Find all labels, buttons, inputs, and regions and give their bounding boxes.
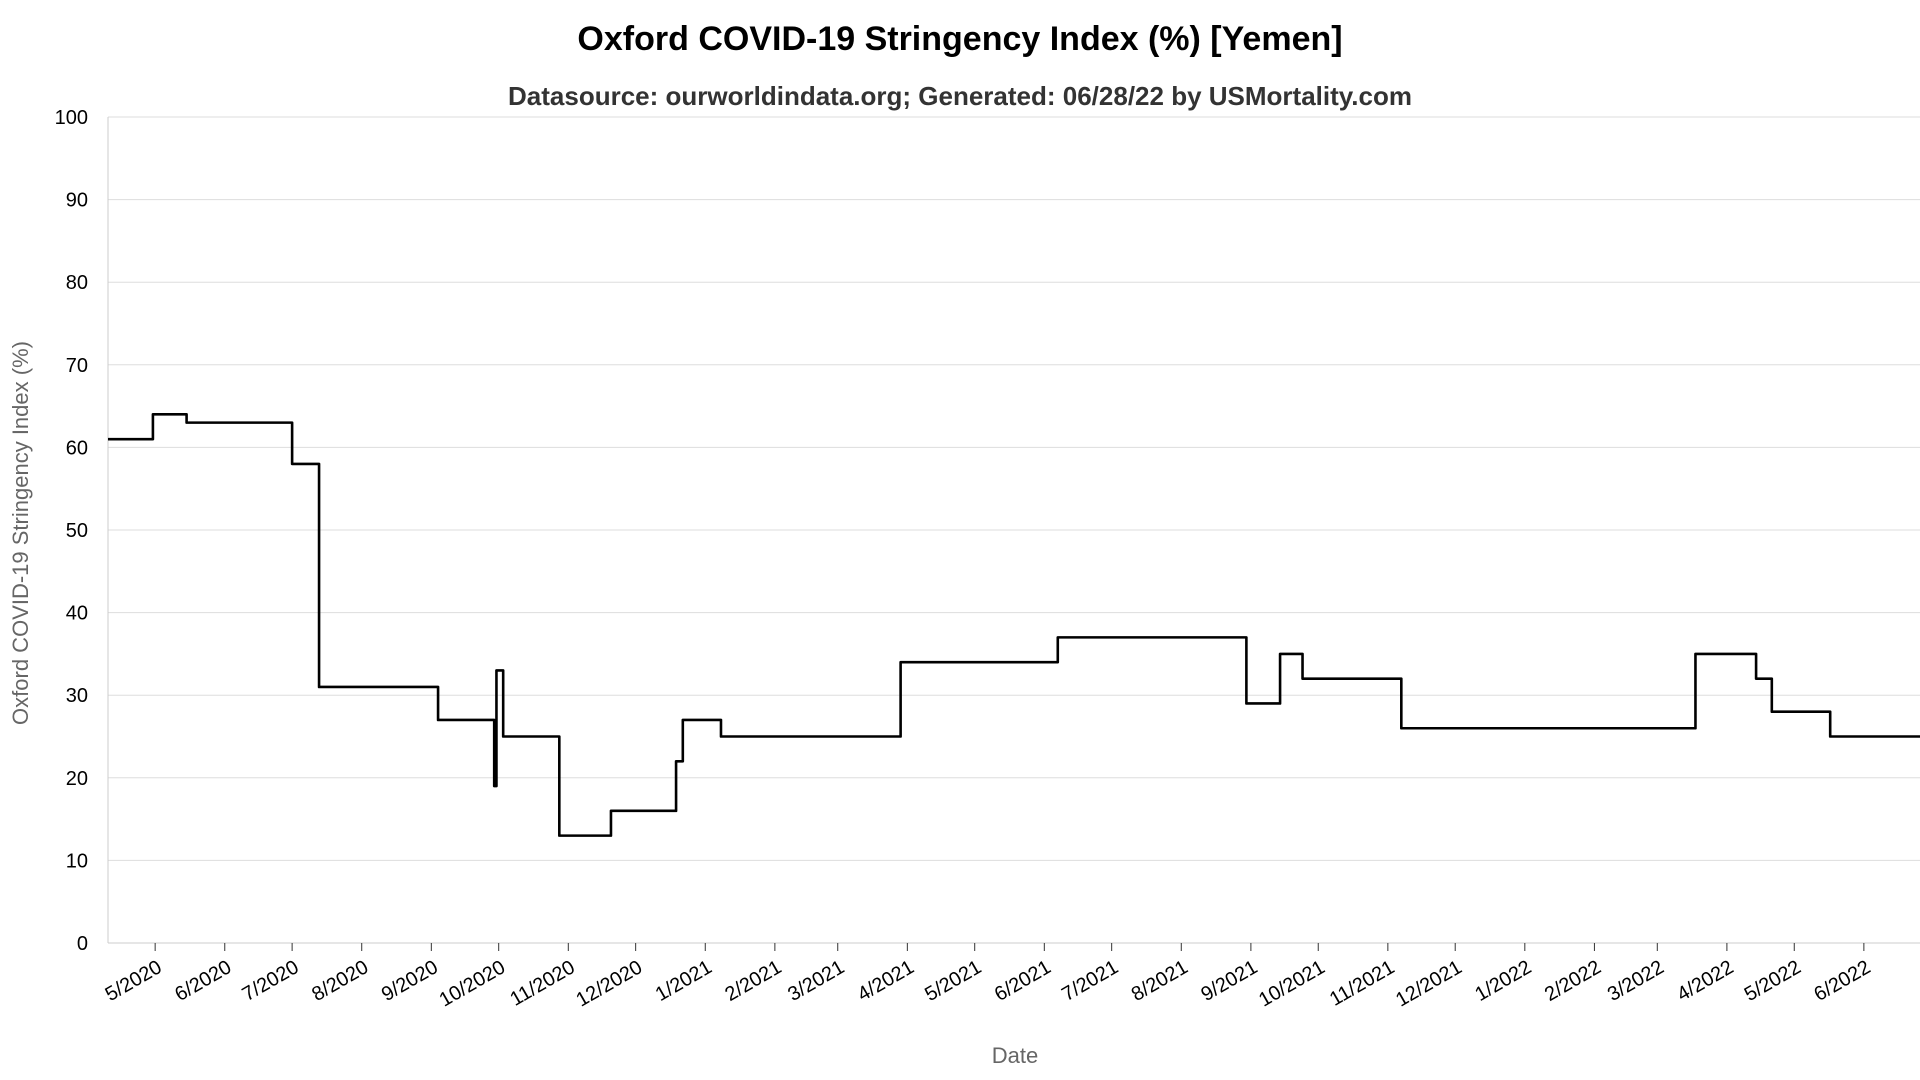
y-tick-label: 30 [66,685,88,707]
x-tick-label: 11/2021 [1326,956,1398,1010]
x-tick-label: 5/2022 [1741,956,1805,1006]
y-tick-label: 90 [66,190,88,212]
x-tick-label: 4/2021 [854,956,918,1006]
x-tick-label: 2/2021 [721,956,785,1006]
x-tick-label: 5/2021 [921,956,985,1006]
x-tick-label: 9/2020 [378,956,442,1006]
y-tick-label: 40 [66,603,88,625]
x-tick-label: 10/2021 [1255,956,1329,1011]
x-tick-label: 12/2020 [573,956,647,1011]
y-tick-label: 10 [66,850,88,872]
y-tick-label: 20 [66,768,88,790]
y-axis-ticks: 0 10 20 30 40 50 60 70 80 90 100 [55,107,88,955]
x-tick-label: 12/2021 [1392,956,1466,1011]
x-tick-label: 10/2020 [436,956,510,1011]
y-tick-label: 60 [66,437,88,459]
x-tick-label: 7/2020 [239,956,303,1006]
x-tick-label: 11/2020 [506,956,578,1010]
x-tick-label: 1/2022 [1471,956,1535,1006]
gridlines [108,116,1920,861]
x-tick-label: 6/2021 [991,956,1055,1006]
x-tick-label: 6/2020 [171,956,235,1006]
x-tick-label: 2/2022 [1541,956,1605,1006]
y-tick-label: 70 [66,355,88,377]
chart-subtitle: Datasource: ourworldindata.org; Generate… [508,81,1412,111]
x-tick-label: 1/2021 [652,956,716,1006]
x-tick-label: 4/2022 [1673,956,1737,1006]
x-axis-label: Date [992,1043,1038,1068]
series-layer [108,413,1920,837]
y-axis-label: Oxford COVID-19 Stringency Index (%) [8,341,33,725]
axes [107,117,1920,944]
x-tick-label: 3/2022 [1604,956,1668,1006]
x-tick-label: 9/2021 [1197,956,1261,1006]
x-tick-label: 7/2021 [1058,956,1122,1006]
x-tick-label: 6/2022 [1810,956,1874,1006]
y-tick-label: 0 [77,933,88,955]
chart-title: Oxford COVID-19 Stringency Index (%) [Ye… [577,20,1342,58]
x-tick-label: 3/2021 [784,956,848,1006]
x-tick-label: 8/2020 [308,956,372,1006]
x-tick-label: 8/2021 [1128,956,1192,1006]
y-tick-label: 50 [66,520,88,542]
series-line [108,413,1920,837]
x-tick-label: 5/2020 [102,956,166,1006]
x-axis-ticks: 5/2020 6/2020 7/2020 8/2020 9/202010/202011/… [102,943,1874,1011]
y-tick-label: 80 [66,272,88,294]
y-tick-label: 100 [55,107,88,129]
